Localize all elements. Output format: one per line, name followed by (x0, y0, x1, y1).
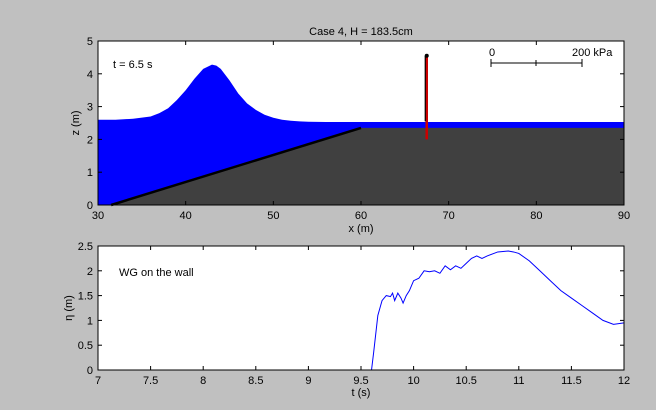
gauge-axes: WG on the wall 7 7.5 8 8.5 9 9.5 10 10.5 11 11.5 1… (63, 241, 630, 399)
gauge-xtick-label: 7 (95, 375, 101, 387)
gauge-xtick-label: 7.5 (143, 375, 158, 387)
gauge-xtick-label: 8.5 (248, 375, 263, 387)
profile-axes: Case 4, H = 183.5cm t = 6.5 s 0 200 kPa … (70, 26, 630, 235)
gauge-xtick-label: 8 (200, 375, 206, 387)
profile-xtick-label: 90 (618, 210, 630, 222)
gauge-ytick-label: 1 (87, 315, 93, 327)
pressure-scale-bar: 0 200 kPa (489, 47, 613, 67)
profile-ylabel: z (m) (70, 110, 82, 135)
wall-top-marker (424, 53, 429, 58)
seabed (111, 127, 624, 205)
gauge-ytick-label: 1.5 (78, 291, 93, 303)
gauge-xtick-label: 9 (305, 375, 311, 387)
gauge-ytick-label: 2 (87, 266, 93, 278)
profile-xlabel: x (m) (348, 223, 373, 235)
gauge-xtick-label: 9.5 (353, 375, 368, 387)
profile-ytick-label: 5 (87, 36, 93, 48)
gauge-xtick-label: 10.5 (455, 375, 476, 387)
gauge-ytick-label: 0 (87, 365, 93, 377)
profile-ticks: 30 40 50 60 70 80 90 0 1 2 3 4 5 (87, 36, 630, 222)
profile-ytick-label: 3 (87, 102, 93, 114)
profile-xtick-label: 60 (355, 210, 367, 222)
pressure-scale-start-label: 0 (489, 47, 495, 59)
gauge-ytick-label: 2.5 (78, 241, 93, 253)
time-annotation: t = 6.5 s (113, 59, 153, 71)
wave-gauge-series (98, 250, 625, 371)
seabed-slope-line (110, 126, 362, 207)
gauge-ytick-label: 0.5 (78, 340, 93, 352)
gauge-plot-area (98, 246, 624, 370)
profile-xtick-label: 40 (180, 210, 192, 222)
gauge-xtick-label: 11 (513, 375, 524, 387)
profile-xtick-label: 80 (530, 210, 542, 222)
profile-xtick-label: 50 (267, 210, 279, 222)
profile-xtick-label: 70 (443, 210, 455, 222)
profile-ytick-label: 4 (87, 69, 93, 81)
profile-title: Case 4, H = 183.5cm (309, 26, 413, 38)
gauge-xtick-label: 11.5 (561, 375, 582, 387)
profile-xtick-label: 30 (92, 210, 104, 222)
gauge-annotation: WG on the wall (119, 267, 194, 279)
gauge-xtick-label: 12 (618, 375, 630, 387)
profile-ytick-label: 1 (87, 167, 93, 179)
pressure-scale-end-label: 200 kPa (572, 47, 613, 59)
profile-ytick-label: 2 (87, 134, 93, 146)
gauge-ylabel: η (m) (63, 295, 75, 321)
profile-ytick-label: 0 (87, 200, 93, 212)
gauge-xtick-label: 10 (407, 375, 419, 387)
gauge-xlabel: t (s) (352, 387, 371, 399)
